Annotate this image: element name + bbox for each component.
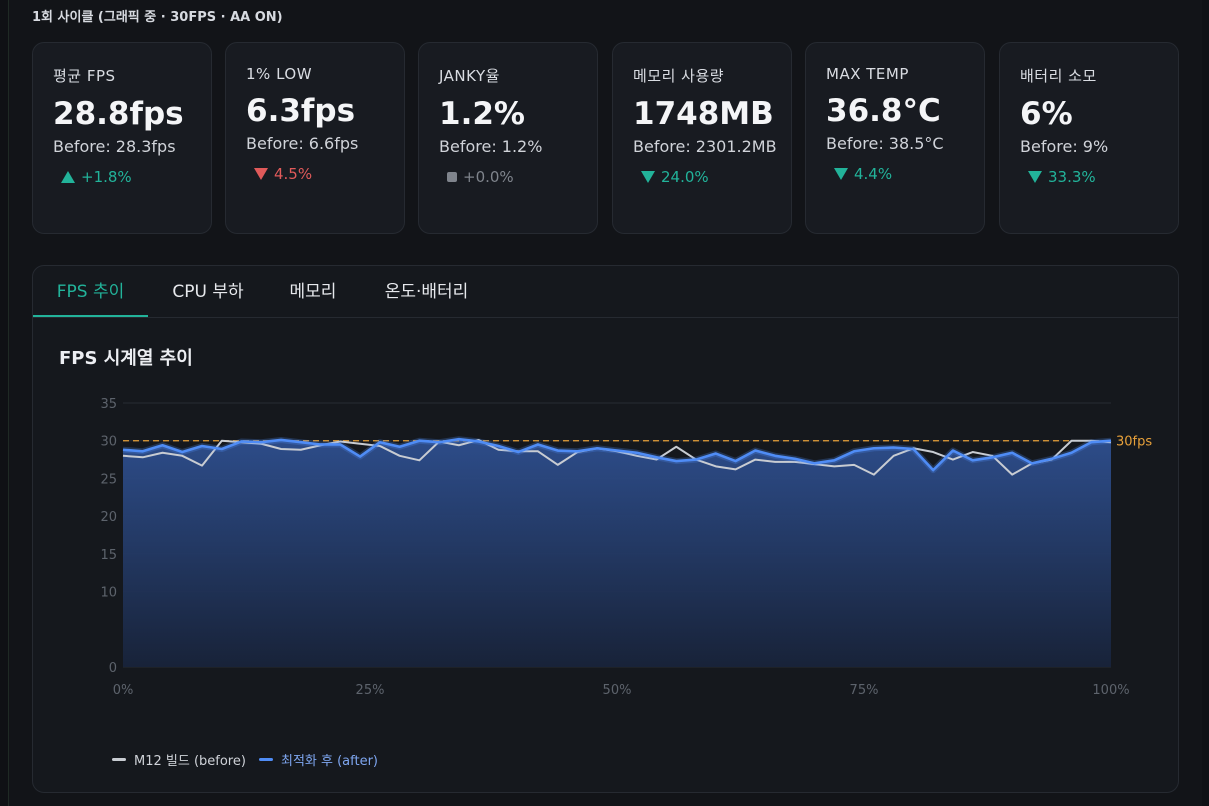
y-tick-label: 0 (109, 661, 117, 676)
kpi-before: Before: 9% (1020, 137, 1109, 156)
kpi-card: JANKY율 1.2% Before: 1.2% +0.0% (418, 42, 598, 234)
kpi-label: 1% LOW (246, 65, 313, 83)
kpi-value: 28.8fps (53, 96, 184, 132)
kpi-delta-value: 33.3% (1048, 168, 1096, 186)
triangle-down-icon (834, 168, 848, 180)
kpi-before: Before: 2301.2MB (633, 137, 777, 156)
legend-after-label: 최적화 후 (after) (281, 754, 379, 769)
kpi-value: 1.2% (439, 96, 525, 132)
kpi-label: JANKY율 (439, 67, 500, 85)
kpi-card: 1% LOW 6.3fps Before: 6.6fps 4.5% (225, 42, 405, 234)
legend-before-swatch (112, 758, 126, 761)
kpi-label: MAX TEMP (826, 65, 909, 83)
kpi-delta: 4.5% (254, 165, 404, 183)
kpi-delta-value: +1.8% (81, 168, 132, 186)
y-tick-label: 35 (100, 397, 117, 412)
y-tick-label: 15 (100, 548, 117, 563)
kpi-label: 평균 FPS (53, 67, 116, 85)
chart-panel: FPS 추이 CPU 부하 메모리 온도·배터리 FPS 시계열 추이 0 10 1… (32, 265, 1179, 793)
kpi-before: Before: 1.2% (439, 137, 543, 156)
page-subtitle: 1회 사이클 (그래픽 중 · 30FPS · AA ON) (32, 10, 283, 25)
legend-after-swatch (259, 758, 273, 761)
kpi-card: 평균 FPS 28.8fps Before: 28.3fps +1.8% (32, 42, 212, 234)
y-tick-label: 30 (100, 435, 117, 450)
kpi-value: 6% (1020, 96, 1073, 132)
kpi-delta: +0.0% (447, 168, 597, 186)
kpi-before: Before: 38.5°C (826, 134, 944, 153)
kpi-delta-value: 24.0% (661, 168, 709, 186)
legend-after[interactable]: 최적화 후 (after) (259, 750, 378, 769)
tab-fps[interactable]: FPS 추이 (33, 266, 148, 317)
series-after-line (122, 437, 1112, 472)
kpi-before: Before: 6.6fps (246, 134, 359, 153)
kpi-value: 36.8°C (826, 93, 941, 129)
kpi-label: 메모리 사용량 (633, 67, 725, 85)
triangle-down-icon (1028, 171, 1042, 183)
x-tick-label: 50% (603, 683, 632, 698)
square-icon (447, 172, 457, 182)
x-tick-label: 100% (1092, 683, 1129, 698)
kpi-card: 배터리 소모 6% Before: 9% 33.3% (999, 42, 1179, 234)
kpi-value: 1748MB (633, 96, 774, 132)
tab-memory[interactable]: 메모리 (289, 282, 337, 302)
kpi-label: 배터리 소모 (1020, 67, 1097, 85)
tab-temp-battery[interactable]: 온도·배터리 (384, 282, 469, 302)
kpi-delta-value: +0.0% (463, 168, 514, 186)
triangle-down-icon (254, 168, 268, 180)
kpi-card: MAX TEMP 36.8°C Before: 38.5°C 4.4% (805, 42, 985, 234)
y-tick-label: 20 (100, 510, 117, 525)
fps-chart: 0 10 15 20 25 30 35 0% 25% 50% 75% 100% 30fps (100, 397, 1152, 698)
reference-label: 30fps (1116, 435, 1152, 450)
tab-bar: FPS 추이 CPU 부하 메모리 온도·배터리 (33, 266, 1178, 318)
legend-before[interactable]: M12 빌드 (before) (112, 750, 246, 769)
legend-before-label: M12 빌드 (before) (134, 754, 246, 769)
x-tick-label: 75% (850, 683, 879, 698)
y-tick-label: 25 (100, 472, 117, 487)
tab-cpu[interactable]: CPU 부하 (172, 282, 244, 302)
triangle-up-icon (61, 171, 75, 183)
chart-title: FPS 시계열 추이 (59, 348, 193, 369)
kpi-value: 6.3fps (246, 93, 356, 129)
kpi-before: Before: 28.3fps (53, 137, 176, 156)
kpi-delta: +1.8% (61, 168, 211, 186)
x-tick-label: 0% (113, 683, 134, 698)
after-area (123, 439, 1111, 667)
kpi-delta: 33.3% (1028, 168, 1178, 186)
y-tick-label: 10 (100, 586, 117, 601)
triangle-down-icon (641, 171, 655, 183)
kpi-card: 메모리 사용량 1748MB Before: 2301.2MB 24.0% (612, 42, 792, 234)
x-tick-label: 25% (356, 683, 385, 698)
kpi-delta: 4.4% (834, 165, 984, 183)
kpi-delta-value: 4.5% (274, 165, 313, 183)
kpi-delta: 24.0% (641, 168, 791, 186)
kpi-delta-value: 4.4% (854, 165, 893, 183)
